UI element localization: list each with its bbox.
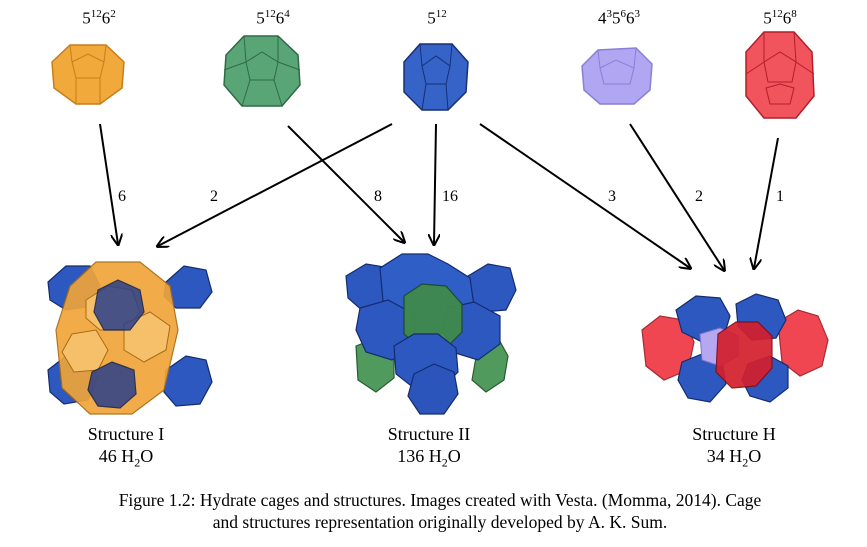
structure-h-name: Structure H [692, 424, 776, 444]
figure-caption: Figure 1.2: Hydrate cages and structures… [40, 489, 840, 533]
arrows [99, 123, 779, 270]
caption-line-1: Figure 1.2: Hydrate cages and structures… [118, 490, 762, 510]
structure-i-water: 46 H2O [98, 446, 154, 470]
count-512-to-sII: 16 [442, 188, 458, 205]
arrow-512-to-sH [479, 123, 690, 268]
count-512-to-sI: 2 [210, 188, 218, 205]
cage-435663-shape [581, 47, 653, 105]
cage-label-51262: 51262 [82, 8, 116, 28]
count-435663-to-sH: 2 [695, 188, 703, 205]
arrow-51264-to-sII [287, 125, 404, 242]
arrow-512-to-sII [434, 123, 436, 244]
structure-h-shape [641, 293, 829, 403]
structure-ii-shape [345, 253, 517, 415]
cage-label-435663: 435663 [598, 8, 640, 28]
count-51268-to-sH: 1 [776, 188, 784, 205]
structure-i-name: Structure I [87, 424, 165, 444]
cage-512-shape [403, 43, 469, 111]
arrow-51262-to-sI [99, 123, 118, 244]
caption-line-2: and structures representation originally… [212, 512, 668, 532]
cage-label-51268: 51268 [763, 8, 797, 28]
arrow-435663-to-sH [629, 123, 724, 270]
cage-label-512: 512 [427, 8, 447, 28]
count-51262-to-sI: 6 [118, 188, 126, 205]
cage-51268-shape [745, 31, 815, 119]
structure-ii-name: Structure II [387, 424, 471, 444]
structure-h-water: 34 H2O [706, 446, 762, 470]
cage-51262-shape [51, 44, 125, 105]
structure-ii-water: 136 H2O [397, 446, 461, 470]
arrow-512-to-sI [158, 123, 393, 246]
cage-label-51264: 51264 [256, 8, 290, 28]
count-512-to-sH: 3 [608, 188, 616, 205]
structure-i-shape [47, 261, 213, 415]
cage-51264-shape [223, 35, 301, 107]
arrow-51268-to-sH [754, 137, 779, 268]
count-51264-to-sII: 8 [374, 188, 382, 205]
